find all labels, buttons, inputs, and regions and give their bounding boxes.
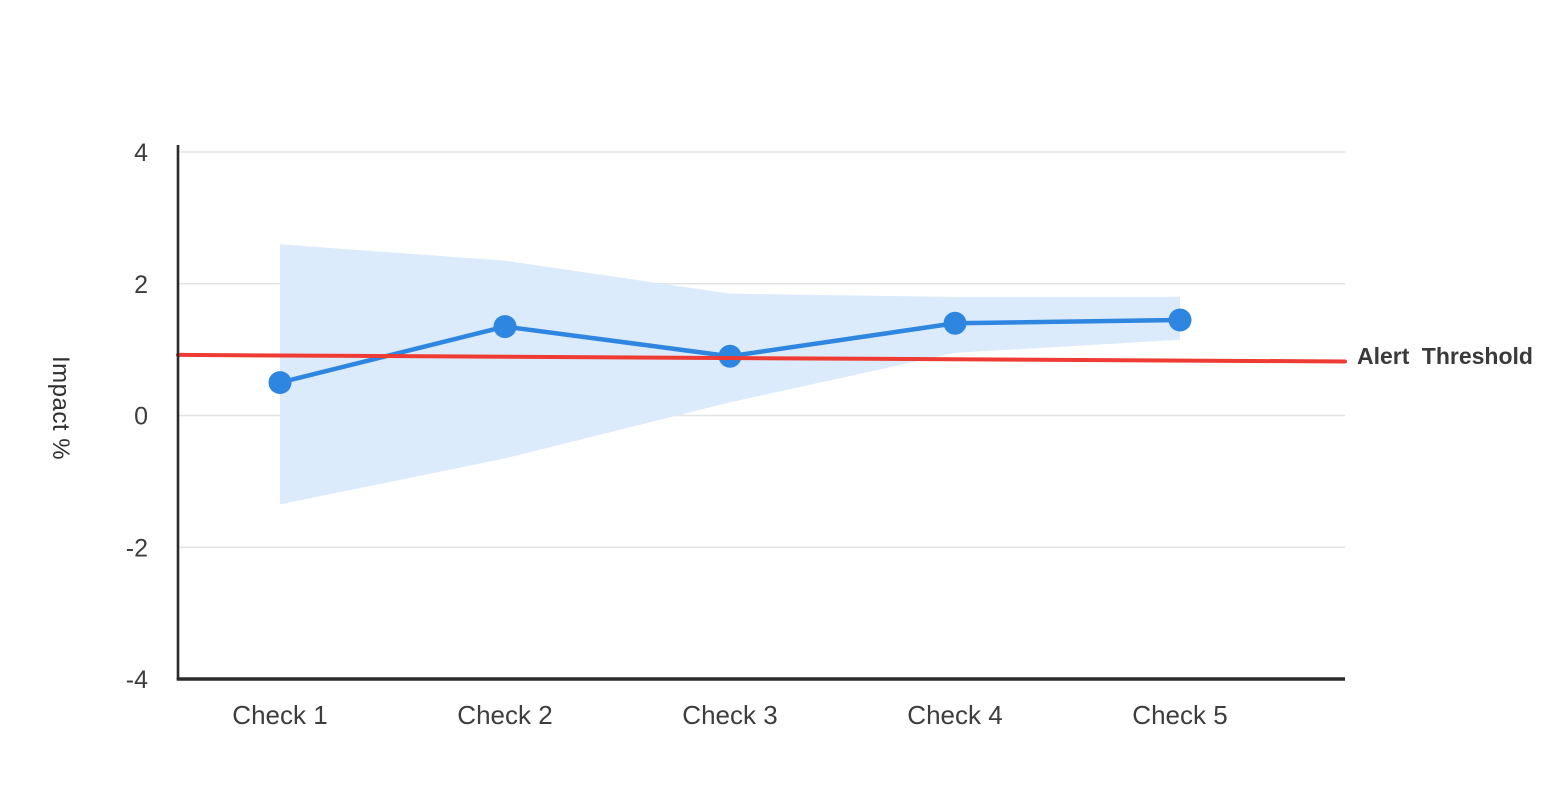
confidence-band [280,244,1180,505]
y-tick-label-0: 0 [134,403,148,431]
data-point-check-1 [268,371,292,395]
y-tick-label--4: -4 [126,666,148,694]
y-axis-title: Impact % [47,356,74,461]
x-tick-label-check-3: Check 3 [682,700,777,730]
y-tick-label-4: 4 [134,139,148,167]
y-tick-label-2: 2 [134,271,148,299]
x-tick-label-check-5: Check 5 [1132,700,1227,730]
data-point-check-5 [1168,308,1192,332]
x-tick-label-check-2: Check 2 [457,700,552,730]
x-tick-label-check-4: Check 4 [907,700,1002,730]
threshold-line [176,352,1347,364]
data-point-check-4 [943,311,967,335]
y-tick-label--2: -2 [126,534,148,562]
data-point-check-2 [493,315,517,339]
x-tick-label-check-1: Check 1 [232,700,327,730]
threshold-label: Alert Threshold [1357,343,1533,369]
